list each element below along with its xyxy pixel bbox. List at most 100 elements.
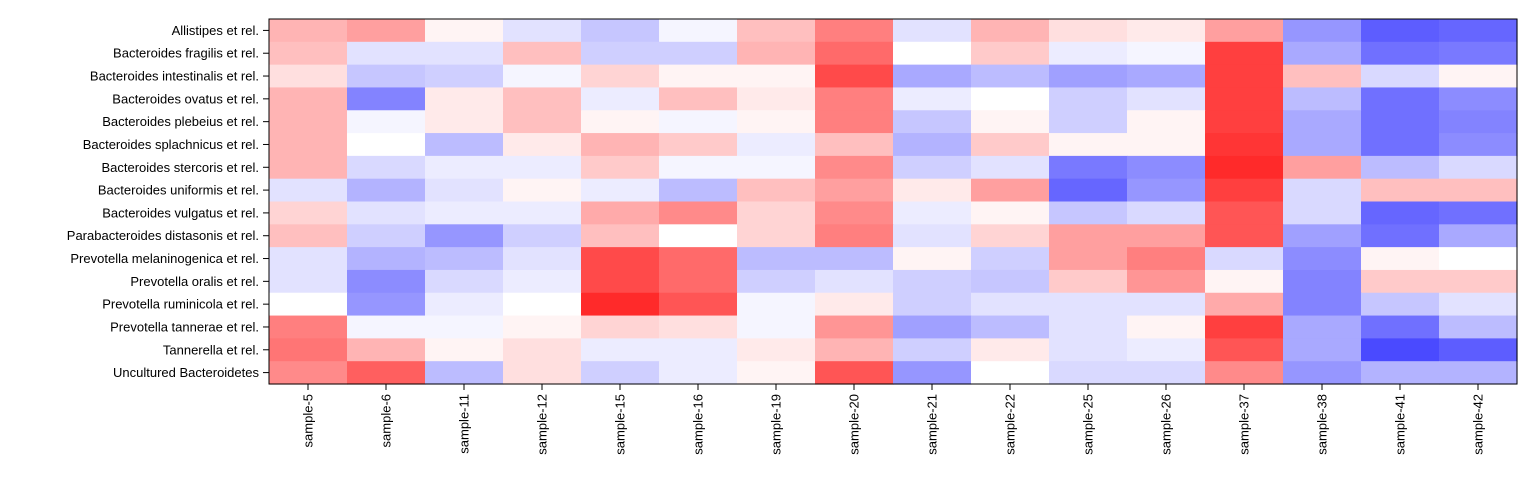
heatmap-cell: [1049, 247, 1128, 271]
heatmap-cell: [659, 201, 738, 225]
heatmap-cell: [503, 247, 582, 271]
heatmap-cell: [1127, 224, 1206, 248]
heatmap-cell: [1361, 41, 1440, 66]
heatmap-cell: [1439, 19, 1518, 43]
column-label: sample-12: [535, 394, 550, 455]
heatmap-cell: [581, 201, 660, 225]
heatmap-cell: [581, 269, 660, 294]
heatmap-cell: [1127, 87, 1206, 111]
heatmap-cell: [425, 361, 504, 385]
heatmap-cell: [893, 338, 972, 362]
heatmap-cell: [425, 201, 504, 225]
heatmap-cell: [1283, 19, 1362, 43]
heatmap-cell: [815, 87, 894, 111]
heatmap-cell: [1361, 87, 1440, 111]
heatmap-cell: [581, 292, 660, 317]
plot-frame: [268, 18, 1518, 385]
heatmap-cell: [347, 361, 426, 385]
heatmap-cell: [893, 269, 972, 294]
heatmap-cell: [737, 64, 816, 89]
heatmap-cell: [581, 19, 660, 43]
heatmap-cell: [893, 247, 972, 271]
column-label: sample-20: [847, 394, 862, 455]
heatmap-cell: [1205, 247, 1284, 271]
row-label: Parabacteroides distasonis et rel.: [67, 228, 259, 243]
heatmap-cell: [269, 315, 348, 339]
heatmap-cell: [815, 201, 894, 225]
heatmap-cell: [1127, 19, 1206, 43]
heatmap-cell: [581, 361, 660, 385]
heatmap-cell: [971, 224, 1050, 248]
heatmap-cell: [815, 110, 894, 134]
heatmap-cell: [1283, 292, 1362, 317]
heatmap-cell: [971, 315, 1050, 339]
column-label: sample-38: [1315, 394, 1330, 455]
heatmap-cell: [581, 133, 660, 157]
heatmap-cell: [581, 247, 660, 271]
heatmap-cell: [971, 269, 1050, 294]
column-label: sample-5: [301, 394, 316, 447]
heatmap-cell: [971, 133, 1050, 157]
heatmap-cell: [1439, 269, 1518, 294]
heatmap-cell: [1283, 315, 1362, 339]
heatmap-cell: [737, 19, 816, 43]
heatmap-cell: [1127, 201, 1206, 225]
row-label: Prevotella oralis et rel.: [130, 274, 259, 289]
heatmap-cell: [1049, 292, 1128, 317]
heatmap-cell: [503, 178, 582, 203]
heatmap-cell: [503, 269, 582, 294]
heatmap-cell: [1439, 155, 1518, 180]
heatmap-cell: [1049, 178, 1128, 203]
heatmap-cell: [1283, 361, 1362, 385]
heatmap-cell: [971, 64, 1050, 89]
heatmap-cell: [503, 155, 582, 180]
heatmap-cell: [269, 87, 348, 111]
heatmap-cell: [503, 224, 582, 248]
heatmap-cell: [1205, 41, 1284, 66]
heatmap-cell: [1361, 224, 1440, 248]
heatmap-cell: [737, 41, 816, 66]
heatmap-cell: [1049, 110, 1128, 134]
heatmap-cell: [1361, 269, 1440, 294]
heatmap-cell: [347, 224, 426, 248]
heatmap-cell: [425, 247, 504, 271]
heatmap-cell: [971, 292, 1050, 317]
heatmap-cell: [1127, 64, 1206, 89]
heatmap-cell: [1439, 87, 1518, 111]
heatmap-cell: [971, 110, 1050, 134]
heatmap-cell: [1361, 178, 1440, 203]
heatmap-cell: [737, 201, 816, 225]
heatmap-cell: [1049, 133, 1128, 157]
column-label: sample-25: [1081, 394, 1096, 455]
heatmap-cell: [1439, 133, 1518, 157]
heatmap-cell: [425, 315, 504, 339]
heatmap-cell: [971, 155, 1050, 180]
heatmap-cell: [1127, 41, 1206, 66]
heatmap-cell: [1205, 201, 1284, 225]
heatmap-cell: [893, 110, 972, 134]
heatmap-cell: [659, 315, 738, 339]
heatmap-cell: [347, 338, 426, 362]
heatmap-cell: [659, 87, 738, 111]
heatmap-cell: [1049, 269, 1128, 294]
heatmap-cell: [659, 155, 738, 180]
column-label: sample-6: [379, 394, 394, 447]
heatmap-cell: [1049, 155, 1128, 180]
heatmap-cell: [659, 338, 738, 362]
heatmap-cell: [1283, 338, 1362, 362]
row-label: Prevotella ruminicola et rel.: [102, 297, 259, 312]
heatmap-cell: [503, 41, 582, 66]
heatmap-cell: [1049, 224, 1128, 248]
heatmap-cell: [971, 247, 1050, 271]
column-label: sample-16: [691, 394, 706, 455]
heatmap-cell: [1439, 178, 1518, 203]
heatmap-cell: [347, 87, 426, 111]
heatmap-cell: [1049, 64, 1128, 89]
heatmap-cell: [503, 315, 582, 339]
heatmap-cell: [815, 315, 894, 339]
heatmap-cell: [269, 361, 348, 385]
column-label: sample-42: [1471, 394, 1486, 455]
heatmap-cell: [659, 64, 738, 89]
heatmap-cell: [347, 64, 426, 89]
heatmap-cell: [659, 133, 738, 157]
